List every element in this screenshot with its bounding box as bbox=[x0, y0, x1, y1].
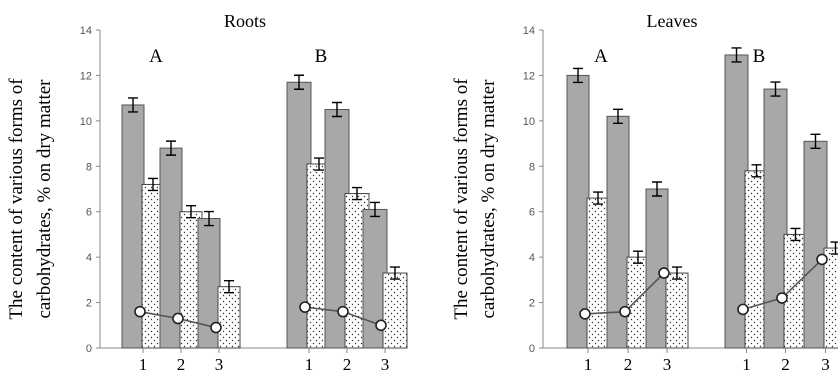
x-tick-label: 2 bbox=[177, 355, 186, 371]
chart-title: Leaves bbox=[647, 11, 698, 31]
line-point bbox=[658, 267, 670, 279]
error-bar bbox=[652, 181, 662, 197]
x-tick-label: 1 bbox=[584, 355, 593, 371]
error-bar bbox=[790, 227, 801, 242]
bar-dotted bbox=[217, 286, 241, 349]
y-tick-label: 2 bbox=[86, 298, 92, 310]
line-point bbox=[579, 308, 591, 320]
y-axis-label-line1: The content of various forms of bbox=[6, 78, 27, 320]
error-bar bbox=[770, 81, 781, 97]
x-tick-label: 1 bbox=[139, 355, 148, 371]
y-tick-label: 6 bbox=[529, 207, 535, 219]
line-point bbox=[619, 305, 631, 318]
error-bar bbox=[204, 210, 214, 227]
x-tick-label: 2 bbox=[781, 355, 790, 371]
error-bar bbox=[830, 241, 838, 255]
x-tick-label: 1 bbox=[305, 355, 314, 371]
y-tick-label: 2 bbox=[529, 298, 535, 310]
chart-title: Roots bbox=[224, 11, 266, 31]
error-bar bbox=[633, 250, 643, 264]
y-tick-label: 10 bbox=[80, 116, 92, 128]
y-tick-label: 12 bbox=[523, 70, 535, 82]
roots-panel: The content of various forms of carbohydr… bbox=[6, 11, 408, 371]
error-bar bbox=[613, 108, 623, 125]
y-tick-label: 10 bbox=[523, 116, 535, 128]
line-point bbox=[737, 303, 749, 316]
x-tick-label: 3 bbox=[821, 355, 830, 371]
y-axis-label-line2: carbohydrates, % on dry matter bbox=[478, 79, 499, 319]
y-tick-label: 4 bbox=[529, 252, 535, 264]
y-tick-label: 6 bbox=[86, 207, 92, 219]
y-axis-label-line2: carbohydrates, % on dry matter bbox=[34, 79, 55, 319]
error-bar bbox=[352, 186, 362, 201]
error-bar bbox=[731, 47, 742, 63]
x-tick-label: 2 bbox=[343, 355, 352, 371]
y-tick-label: 14 bbox=[80, 25, 92, 37]
x-tick-label: 1 bbox=[742, 355, 751, 371]
error-bar bbox=[573, 67, 583, 84]
group-label-b: B bbox=[753, 46, 766, 67]
line-point bbox=[172, 312, 184, 325]
line-point bbox=[210, 321, 222, 334]
error-bar bbox=[166, 140, 176, 156]
line-point bbox=[134, 305, 146, 318]
error-bar bbox=[148, 177, 158, 192]
error-bar bbox=[224, 279, 234, 294]
bar-gray bbox=[566, 74, 590, 349]
error-bar bbox=[370, 201, 380, 218]
error-bar bbox=[593, 191, 603, 205]
y-tick-label: 4 bbox=[86, 252, 92, 264]
error-bar bbox=[186, 205, 196, 219]
error-bar bbox=[751, 164, 762, 178]
error-bar bbox=[314, 157, 324, 171]
group-label-a: A bbox=[149, 46, 163, 67]
line-point bbox=[776, 292, 788, 304]
leaves-panel: The content of various forms of carbohydr… bbox=[451, 11, 838, 371]
y-tick-label: 0 bbox=[529, 343, 535, 355]
bar-dotted bbox=[382, 272, 408, 349]
line-point bbox=[816, 253, 828, 266]
y-tick-label: 14 bbox=[523, 25, 535, 37]
group-label-b: B bbox=[315, 46, 328, 67]
error-bar bbox=[672, 266, 682, 280]
group-label-a: A bbox=[594, 46, 608, 67]
x-tick-label: 3 bbox=[381, 355, 390, 371]
y-axis-label-line1: The content of various forms of bbox=[451, 78, 472, 320]
line-point bbox=[299, 301, 311, 313]
bar-dotted bbox=[586, 197, 610, 349]
error-bar bbox=[390, 266, 400, 280]
y-tick-label: 0 bbox=[86, 343, 92, 355]
y-tick-label: 8 bbox=[529, 161, 535, 173]
x-tick-label: 2 bbox=[624, 355, 633, 371]
y-tick-label: 8 bbox=[86, 161, 92, 173]
error-bar bbox=[128, 97, 138, 113]
line-point bbox=[337, 305, 349, 318]
error-bar bbox=[810, 133, 821, 149]
x-tick-label: 3 bbox=[663, 355, 672, 371]
error-bar bbox=[294, 74, 304, 90]
y-tick-label: 12 bbox=[80, 70, 92, 82]
error-bar bbox=[332, 101, 342, 118]
x-tick-label: 3 bbox=[215, 355, 224, 371]
bar-dotted bbox=[665, 272, 689, 349]
line-point bbox=[375, 319, 387, 332]
